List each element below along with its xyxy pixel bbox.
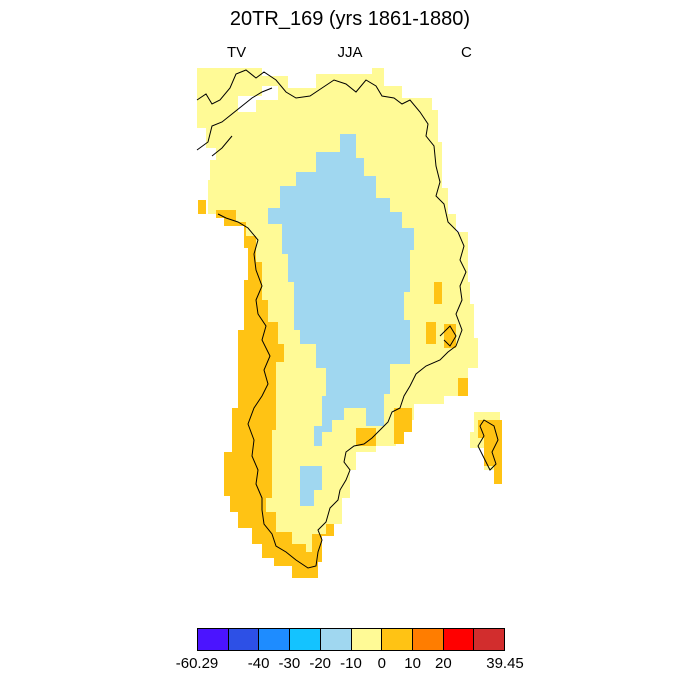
legend-tick-label: -10 <box>340 655 362 672</box>
legend-tick-label: -20 <box>309 655 332 672</box>
region-10-to-20 <box>216 210 334 578</box>
legend-swatch <box>412 629 444 650</box>
legend-tick-label: -60.29 <box>175 655 219 672</box>
region-10-to-20 <box>356 428 376 446</box>
legend-tick-label: -30 <box>278 655 301 672</box>
region-10-to-20 <box>444 324 456 348</box>
region-10-to-20 <box>394 408 412 444</box>
coastline <box>196 69 499 569</box>
season-label: JJA <box>337 44 363 61</box>
legend-tick-label: 20 <box>435 655 452 672</box>
region-10-to-20 <box>434 282 442 304</box>
region-10-to-20 <box>458 378 468 396</box>
legend-swatch <box>198 629 229 650</box>
region-minus10-to-0 <box>300 466 322 506</box>
legend-tick-label: -40 <box>247 655 270 672</box>
color-legend-bar <box>197 628 505 651</box>
legend-swatch <box>443 629 475 650</box>
region-minus10-to-0 <box>268 134 414 446</box>
region-0-to-10 <box>470 432 478 448</box>
units-label: C <box>461 44 472 61</box>
legend-swatch <box>474 629 505 650</box>
legend-swatch <box>382 629 413 650</box>
region-10-to-20 <box>426 322 436 344</box>
legend-swatch <box>228 629 260 650</box>
region-10-to-20 <box>198 200 206 214</box>
nw-gap <box>238 86 278 112</box>
legend-swatch <box>259 629 291 650</box>
variable-label: TV <box>227 44 247 61</box>
legend-tick-label: 39.45 <box>486 655 524 672</box>
legend-swatch <box>351 629 383 650</box>
legend-swatch <box>320 629 352 650</box>
map-title: 20TR_169 (yrs 1861-1880) <box>229 8 471 30</box>
legend-tick-label: 0 <box>377 655 386 672</box>
legend-tick-label: 10 <box>404 655 421 672</box>
legend-swatch <box>290 629 321 650</box>
